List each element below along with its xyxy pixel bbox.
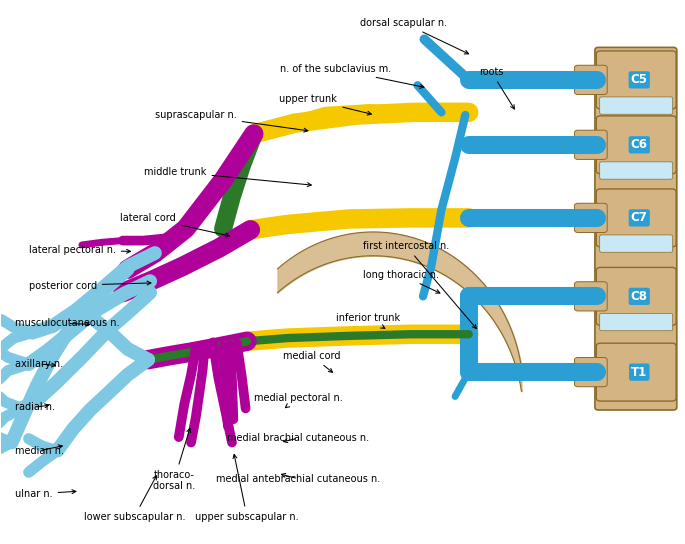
Text: upper trunk: upper trunk	[279, 94, 371, 115]
Text: dorsal scapular n.: dorsal scapular n.	[360, 18, 469, 54]
Text: medial antebrachial cutaneous n.: medial antebrachial cutaneous n.	[216, 473, 380, 484]
FancyBboxPatch shape	[575, 65, 607, 95]
FancyBboxPatch shape	[599, 97, 673, 114]
FancyBboxPatch shape	[596, 116, 676, 174]
Text: posterior cord: posterior cord	[29, 281, 151, 290]
FancyBboxPatch shape	[596, 268, 676, 325]
Text: lateral cord: lateral cord	[120, 213, 229, 237]
FancyBboxPatch shape	[596, 189, 676, 247]
Text: long thoracic n.: long thoracic n.	[363, 270, 440, 293]
Text: medial brachial cutaneous n.: medial brachial cutaneous n.	[227, 433, 369, 443]
Text: first intercostal n.: first intercostal n.	[363, 241, 476, 329]
FancyBboxPatch shape	[575, 282, 607, 311]
Text: n. of the subclavius m.: n. of the subclavius m.	[280, 64, 424, 88]
Text: lower subscapular n.: lower subscapular n.	[84, 475, 185, 522]
FancyBboxPatch shape	[575, 357, 607, 387]
Text: upper subscapular n.: upper subscapular n.	[195, 454, 299, 522]
Text: axillary n.: axillary n.	[15, 359, 63, 369]
Text: thoraco-
dorsal n.: thoraco- dorsal n.	[153, 428, 195, 491]
Text: middle trunk: middle trunk	[144, 167, 311, 187]
Text: radial n.: radial n.	[15, 403, 55, 412]
Text: C8: C8	[631, 290, 648, 303]
Text: lateral pectoral n.: lateral pectoral n.	[29, 245, 130, 255]
Text: medial pectoral n.: medial pectoral n.	[253, 393, 342, 407]
Text: C6: C6	[631, 138, 648, 151]
Text: musculocutaneous n.: musculocutaneous n.	[15, 318, 120, 329]
Text: median n.: median n.	[15, 445, 64, 456]
FancyBboxPatch shape	[575, 130, 607, 159]
FancyBboxPatch shape	[599, 235, 673, 252]
FancyBboxPatch shape	[599, 313, 673, 331]
FancyBboxPatch shape	[595, 47, 677, 410]
Text: C5: C5	[631, 73, 648, 86]
FancyBboxPatch shape	[596, 343, 676, 401]
FancyBboxPatch shape	[596, 51, 676, 109]
FancyBboxPatch shape	[599, 162, 673, 179]
FancyBboxPatch shape	[575, 203, 607, 232]
Text: inferior trunk: inferior trunk	[336, 313, 400, 329]
Text: medial cord: medial cord	[283, 351, 340, 373]
Text: C7: C7	[631, 212, 648, 224]
Text: ulnar n.: ulnar n.	[15, 489, 76, 499]
Text: roots: roots	[479, 67, 514, 109]
Text: T1: T1	[631, 366, 647, 379]
Text: suprascapular n.: suprascapular n.	[155, 110, 308, 132]
